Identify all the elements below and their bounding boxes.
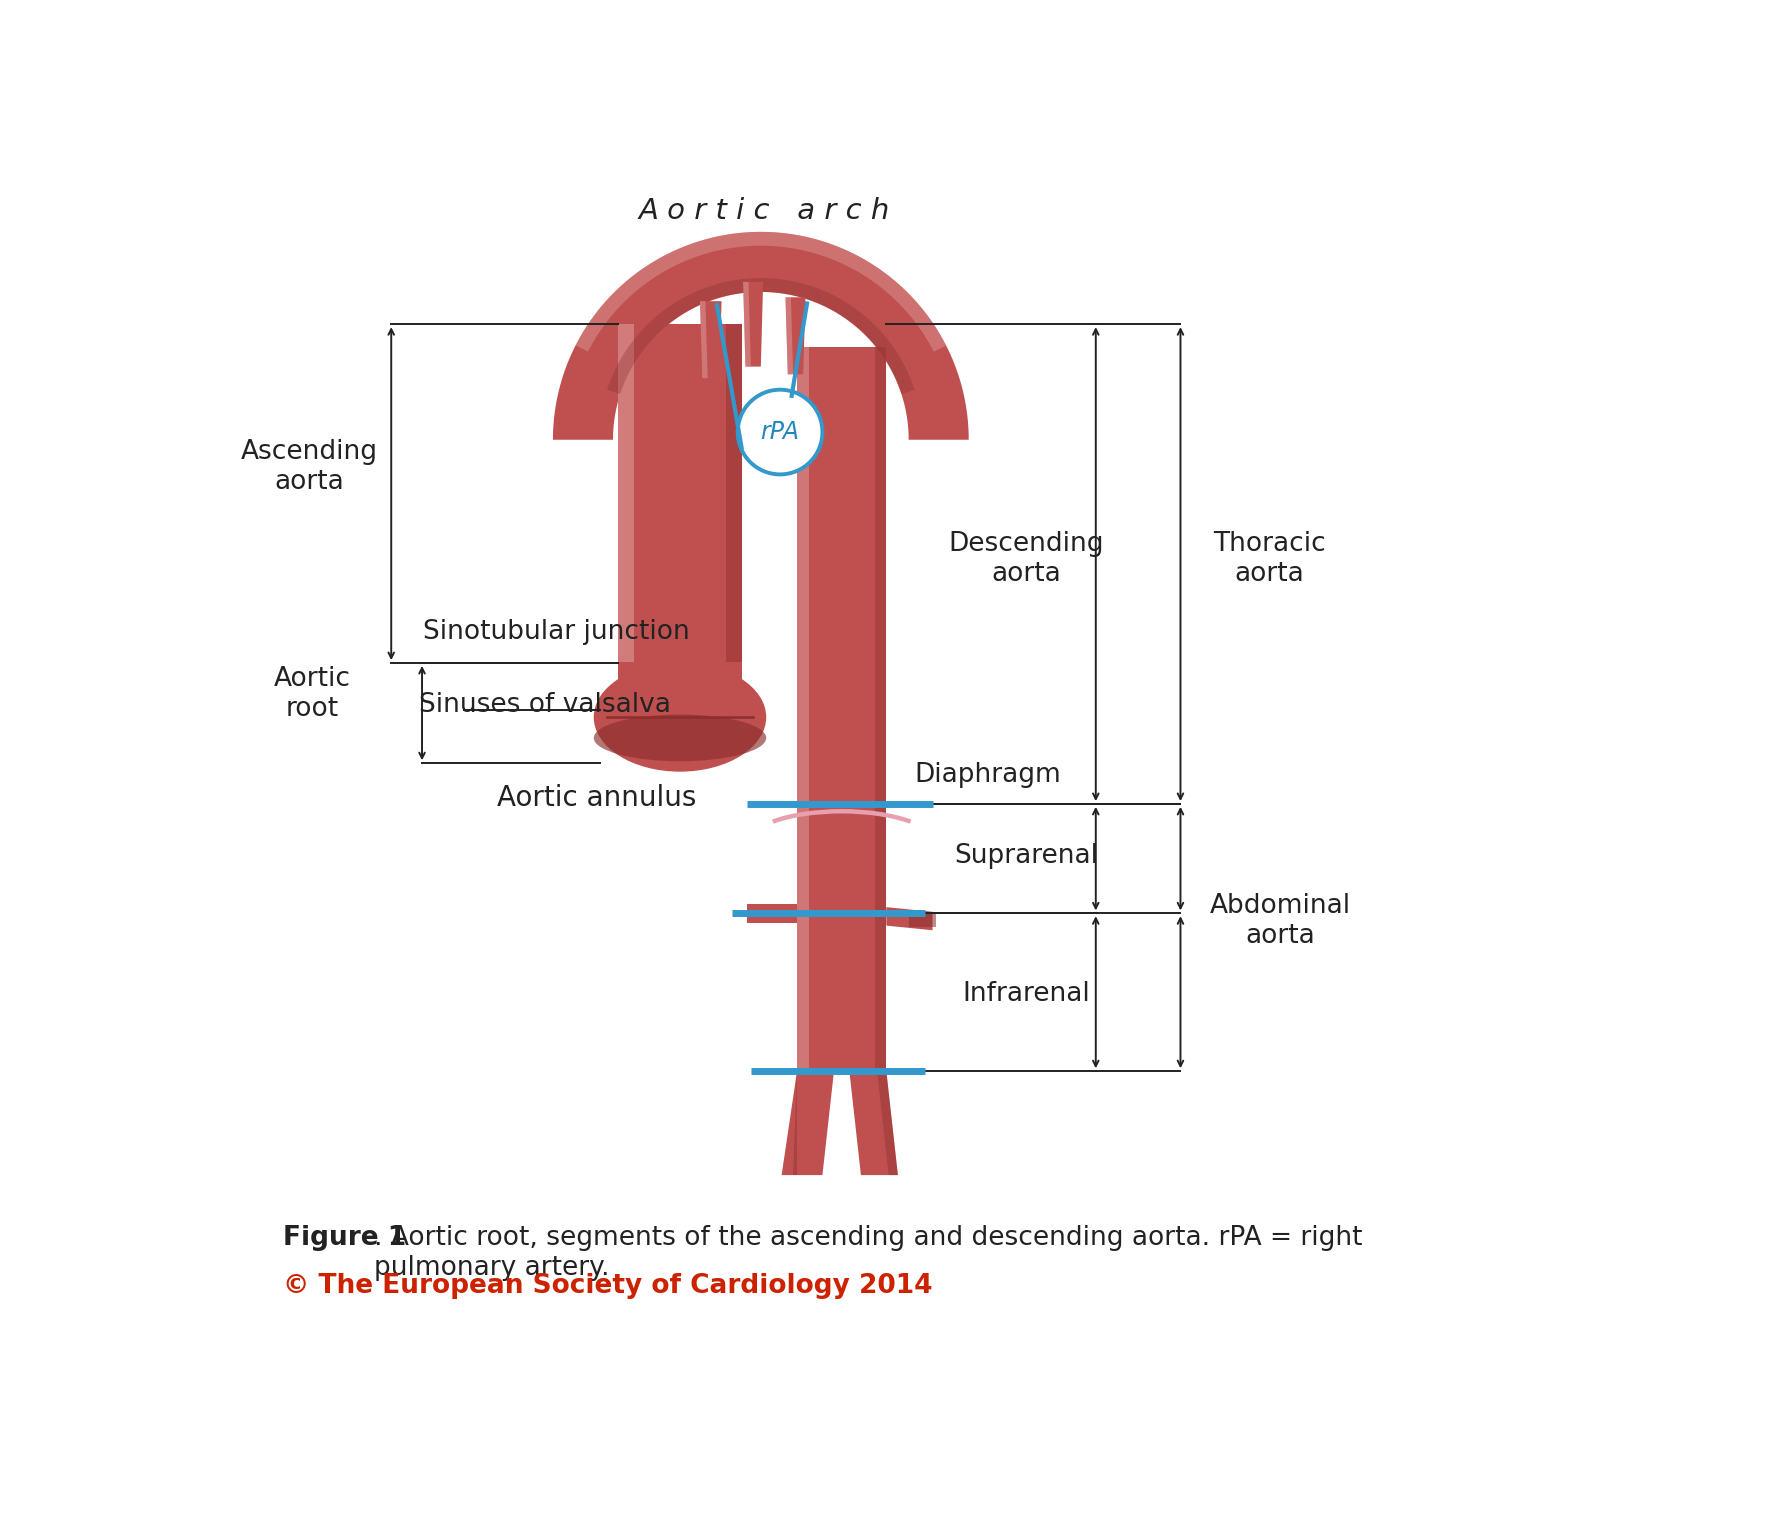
- Ellipse shape: [593, 715, 766, 761]
- Polygon shape: [552, 232, 968, 439]
- Polygon shape: [910, 912, 936, 927]
- Text: . Aortic root, segments of the ascending and descending aorta. rPA = right
pulmo: . Aortic root, segments of the ascending…: [373, 1226, 1363, 1282]
- Text: Infrarenal: Infrarenal: [963, 982, 1090, 1007]
- Text: Aortic annulus: Aortic annulus: [497, 783, 697, 812]
- Text: Sinuses of valsalva: Sinuses of valsalva: [419, 692, 671, 718]
- Text: Descending
aorta: Descending aorta: [949, 532, 1104, 588]
- Polygon shape: [782, 1071, 834, 1176]
- Text: Figure 1: Figure 1: [283, 1226, 407, 1251]
- Polygon shape: [786, 297, 793, 374]
- Polygon shape: [796, 347, 809, 1071]
- Text: Suprarenal: Suprarenal: [954, 842, 1099, 868]
- Text: Thoracic
aorta: Thoracic aorta: [1212, 532, 1326, 588]
- Polygon shape: [743, 282, 750, 367]
- Polygon shape: [699, 301, 722, 379]
- Text: Aortic
root: Aortic root: [273, 667, 350, 721]
- Polygon shape: [618, 324, 634, 664]
- Polygon shape: [793, 1071, 796, 1176]
- Polygon shape: [874, 347, 887, 1071]
- Text: Diaphragm: Diaphragm: [915, 762, 1062, 788]
- Polygon shape: [786, 297, 805, 374]
- Circle shape: [738, 389, 823, 474]
- Text: A o r t i c   a r c h: A o r t i c a r c h: [639, 197, 890, 226]
- Polygon shape: [747, 904, 796, 923]
- Polygon shape: [796, 347, 887, 1071]
- Polygon shape: [887, 907, 933, 930]
- Text: Sinotubular junction: Sinotubular junction: [423, 620, 690, 645]
- Polygon shape: [878, 1071, 897, 1176]
- Polygon shape: [618, 662, 742, 700]
- Polygon shape: [607, 279, 915, 394]
- Text: Abdominal
aorta: Abdominal aorta: [1211, 892, 1351, 948]
- Polygon shape: [618, 324, 742, 664]
- Text: Ascending
aorta: Ascending aorta: [241, 439, 377, 495]
- Polygon shape: [743, 282, 763, 367]
- Text: © The European Society of Cardiology 2014: © The European Society of Cardiology 201…: [283, 1273, 933, 1298]
- Polygon shape: [575, 232, 947, 351]
- Polygon shape: [850, 1071, 897, 1176]
- Polygon shape: [699, 301, 708, 379]
- Ellipse shape: [593, 662, 766, 771]
- Text: rPA: rPA: [761, 420, 800, 444]
- Polygon shape: [726, 324, 742, 664]
